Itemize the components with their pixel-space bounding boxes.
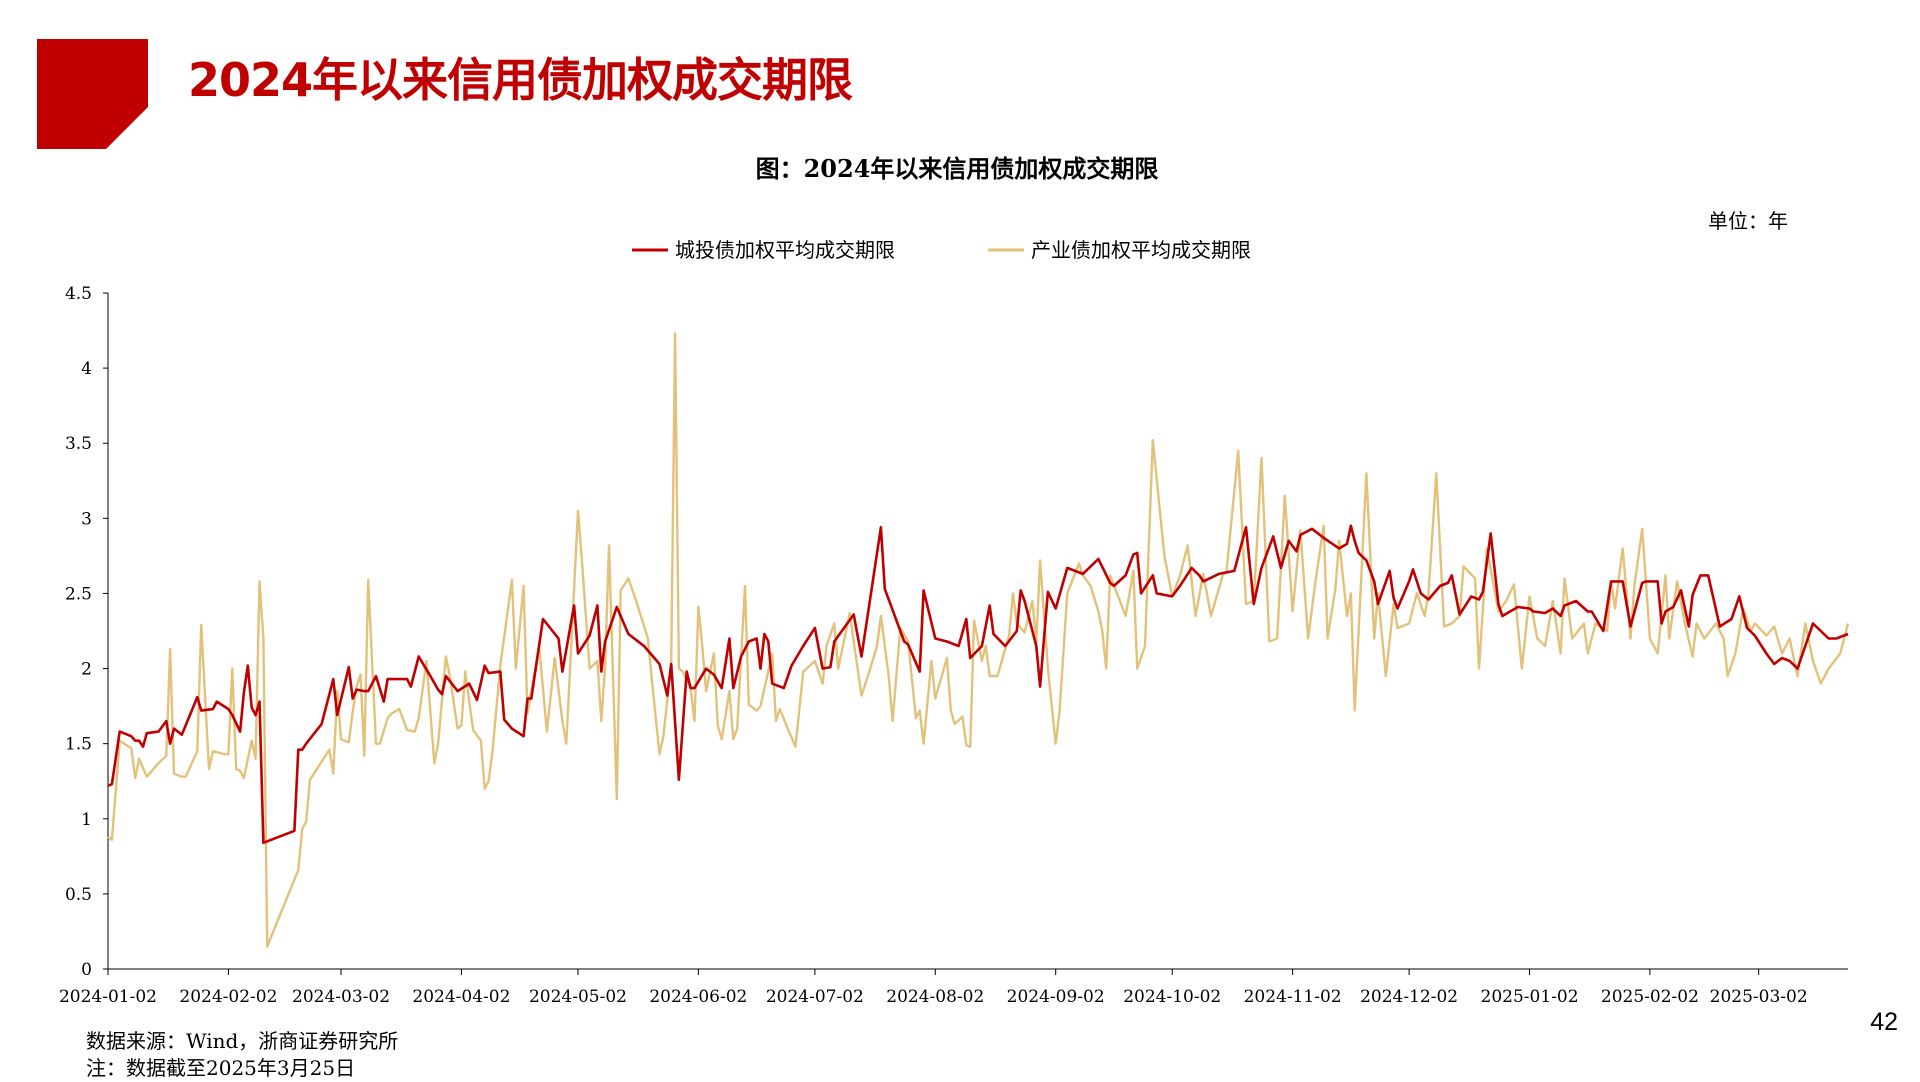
y-tick-label: 4.5	[65, 284, 92, 304]
unit-label: 单位：年	[1708, 209, 1788, 233]
legend: 城投债加权平均成交期限 产业债加权平均成交期限	[632, 238, 1251, 262]
date-note: 注：数据截至2025年3月25日	[86, 1056, 356, 1080]
y-tick-label: 1.5	[65, 735, 92, 755]
page-number: 42	[1870, 1008, 1898, 1036]
x-tick-label: 2024-02-02	[179, 987, 277, 1007]
slide-title: 2024年以来信用债加权成交期限	[188, 53, 853, 107]
x-tick-label: 2025-03-02	[1710, 987, 1808, 1007]
x-tick-label: 2024-11-02	[1244, 987, 1342, 1007]
title-accent-block	[37, 39, 148, 149]
source-note: 数据来源：Wind，浙商证券研究所	[86, 1029, 399, 1053]
x-tick-label: 2024-07-02	[766, 987, 864, 1007]
series-line-chengtou	[107, 524, 1849, 845]
y-tick-label: 2	[81, 660, 92, 680]
y-tick-label: 2.5	[65, 584, 92, 604]
accent-shape	[37, 39, 148, 149]
legend-label-chanye: 产业债加权平均成交期限	[1031, 238, 1251, 262]
plot-series	[107, 332, 1850, 948]
x-tick-label: 2024-12-02	[1360, 987, 1458, 1007]
y-tick-label: 4	[81, 359, 92, 379]
y-tick-label: 0.5	[65, 885, 92, 905]
x-tick-label: 2024-03-02	[292, 987, 390, 1007]
x-tick-label: 2025-01-02	[1481, 987, 1579, 1007]
chart-title: 图：2024年以来信用债加权成交期限	[756, 154, 1159, 183]
y-tick-label: 0	[81, 960, 92, 980]
x-axis: 2024-01-02 2024-02-02 2024-03-02 2024-04-02…	[59, 968, 1848, 1007]
x-tick-label: 2024-06-02	[649, 987, 747, 1007]
y-tick-label: 3	[81, 509, 92, 529]
x-tick-label: 2024-05-02	[529, 987, 627, 1007]
legend-label-chengtou: 城投债加权平均成交期限	[675, 238, 895, 262]
x-tick-label: 2024-04-02	[412, 987, 510, 1007]
series-line-chanye	[107, 332, 1850, 948]
y-axis: 0 0.5 1 1.5 2 2.5 3 3.5 4 4.5	[65, 284, 109, 980]
x-tick-label: 2024-01-02	[59, 987, 157, 1007]
x-tick-label: 2024-10-02	[1123, 987, 1221, 1007]
y-tick-label: 3.5	[65, 434, 92, 454]
x-tick-label: 2024-08-02	[886, 987, 984, 1007]
x-tick-label: 2024-09-02	[1007, 987, 1105, 1007]
y-tick-label: 1	[81, 810, 92, 830]
x-tick-label: 2025-02-02	[1601, 987, 1699, 1007]
